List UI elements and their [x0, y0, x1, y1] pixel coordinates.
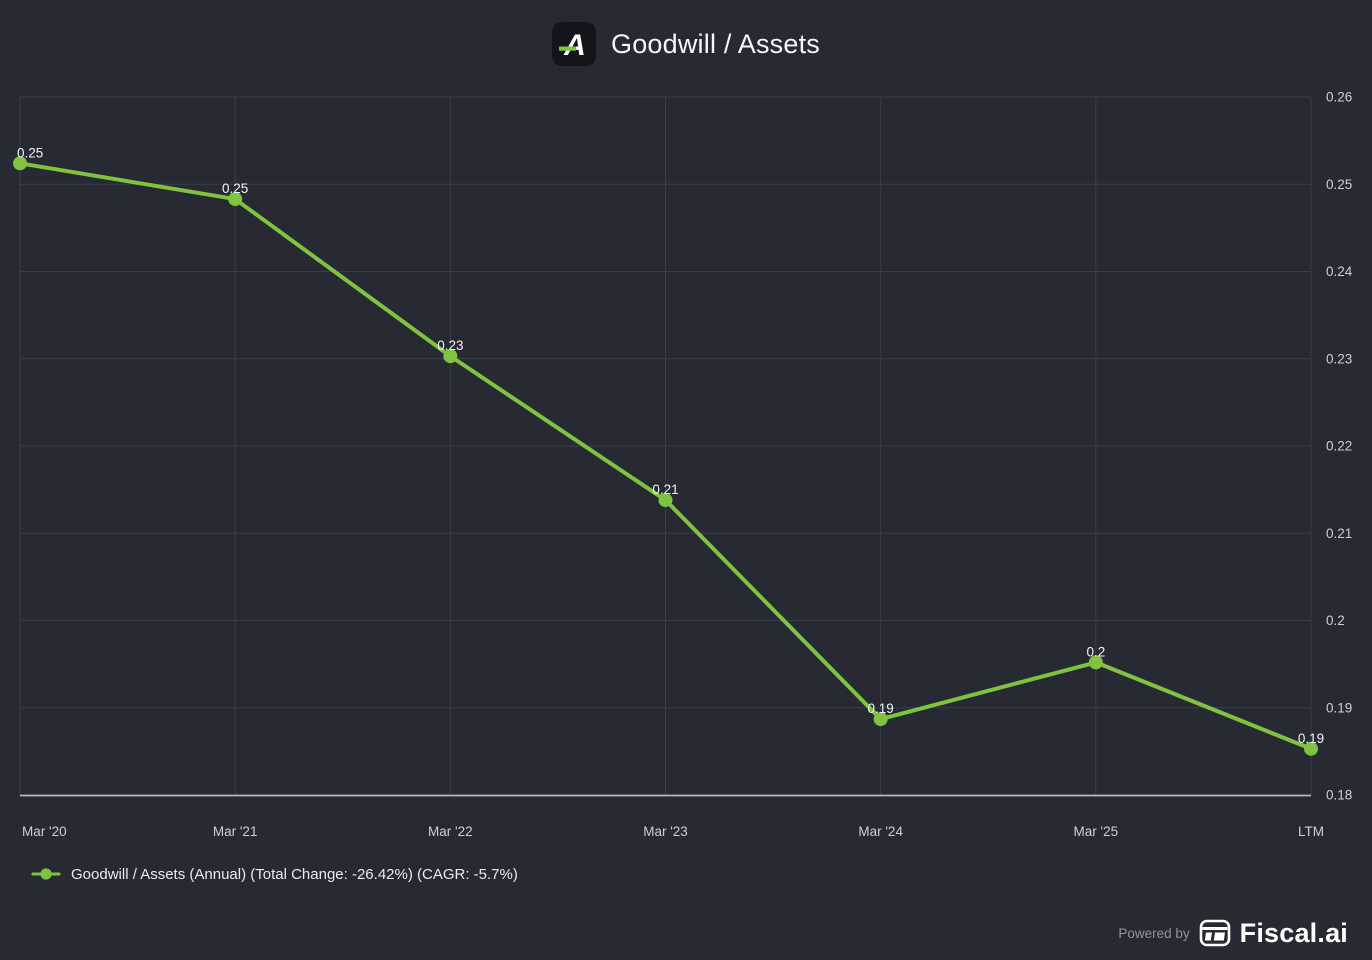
svg-text:A: A — [563, 29, 586, 62]
chart-header: A Goodwill / Assets — [0, 20, 1372, 68]
y-tick-label: 0.22 — [1326, 439, 1352, 454]
y-tick-label: 0.23 — [1326, 351, 1352, 366]
y-tick-label: 0.26 — [1326, 90, 1352, 105]
point-value-label: 0.19 — [1298, 731, 1324, 746]
x-tick-label: Mar '24 — [858, 824, 903, 839]
powered-by-label: Powered by — [1118, 925, 1190, 941]
data-point — [658, 493, 673, 508]
page-title: Goodwill / Assets — [611, 29, 820, 59]
point-value-label: 0.25 — [222, 181, 248, 196]
fiscal-table-icon — [1199, 919, 1230, 947]
x-tick-label: Mar '23 — [643, 824, 688, 839]
x-tick-label: Mar '25 — [1074, 824, 1119, 839]
legend-item[interactable]: Goodwill / Assets (Annual) (Total Change… — [31, 861, 518, 887]
x-tick-label: Mar '20 — [22, 824, 67, 839]
y-tick-label: 0.25 — [1326, 177, 1352, 192]
legend-label: Goodwill / Assets (Annual) (Total Change… — [71, 865, 518, 883]
point-value-label: 0.19 — [868, 701, 894, 716]
data-point — [443, 349, 458, 364]
data-point — [13, 156, 27, 171]
y-tick-label: 0.2 — [1326, 613, 1345, 628]
x-tick-label: LTM — [1298, 824, 1324, 839]
x-tick-label: Mar '22 — [428, 824, 473, 839]
company-logo-a-icon: A — [552, 22, 596, 66]
point-value-label: 0.21 — [652, 482, 678, 497]
point-value-label: 0.25 — [17, 145, 43, 160]
data-point — [873, 712, 888, 727]
y-tick-label: 0.24 — [1326, 264, 1353, 279]
x-tick-label: Mar '21 — [213, 824, 258, 839]
branding-footer: Powered by Fiscal.ai — [1118, 915, 1348, 951]
y-tick-label: 0.19 — [1326, 700, 1352, 715]
y-tick-label: 0.18 — [1326, 788, 1352, 803]
data-point — [1304, 741, 1318, 756]
data-point — [1088, 655, 1103, 670]
legend-line-marker-icon — [31, 868, 61, 880]
brand-name: Fiscal.ai — [1239, 917, 1348, 948]
y-tick-label: 0.21 — [1326, 526, 1352, 541]
point-value-label: 0.23 — [437, 338, 463, 353]
data-point — [228, 192, 243, 207]
point-value-label: 0.2 — [1086, 644, 1105, 659]
